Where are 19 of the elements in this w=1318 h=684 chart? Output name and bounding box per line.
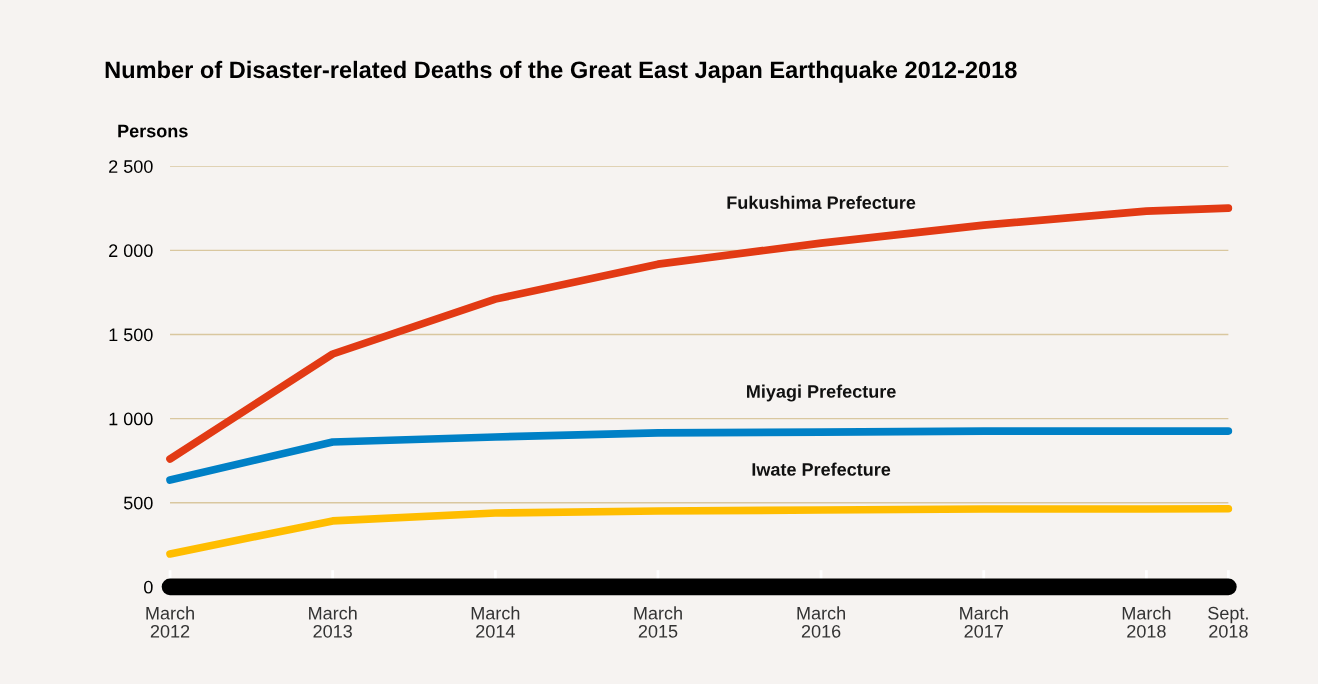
y-tick-label: 500 xyxy=(123,496,153,510)
y-tick-label: 2 000 xyxy=(109,244,153,258)
x-tick-label: March 2013 xyxy=(309,606,357,638)
x-tick-label: March 2014 xyxy=(471,606,520,638)
series-label: Iwate Prefecture xyxy=(752,462,891,476)
y-axis-title: Persons xyxy=(118,124,188,138)
x-tick-label: March 2012 xyxy=(146,606,194,638)
series-label: Fukushima Prefecture xyxy=(727,195,916,209)
y-tick-label: 1 000 xyxy=(109,412,153,426)
series-label: Miyagi Prefecture xyxy=(747,384,896,402)
chart-title: Number of Disaster-related Deaths of the Great East Japan Earthquake 2012-2018 xyxy=(105,60,1017,83)
x-tick-label: March 2015 xyxy=(634,606,682,638)
x-tick-label: March 2018 xyxy=(1122,606,1171,638)
x-tick-label: March 2016 xyxy=(797,606,845,638)
x-tick-label: March 2017 xyxy=(960,606,1008,638)
y-tick-label: 1 500 xyxy=(109,328,153,342)
y-tick-label: 0 xyxy=(144,580,153,594)
y-tick-label: 2 500 xyxy=(109,160,153,173)
x-tick-label: Sept. 2018 xyxy=(1208,606,1248,638)
